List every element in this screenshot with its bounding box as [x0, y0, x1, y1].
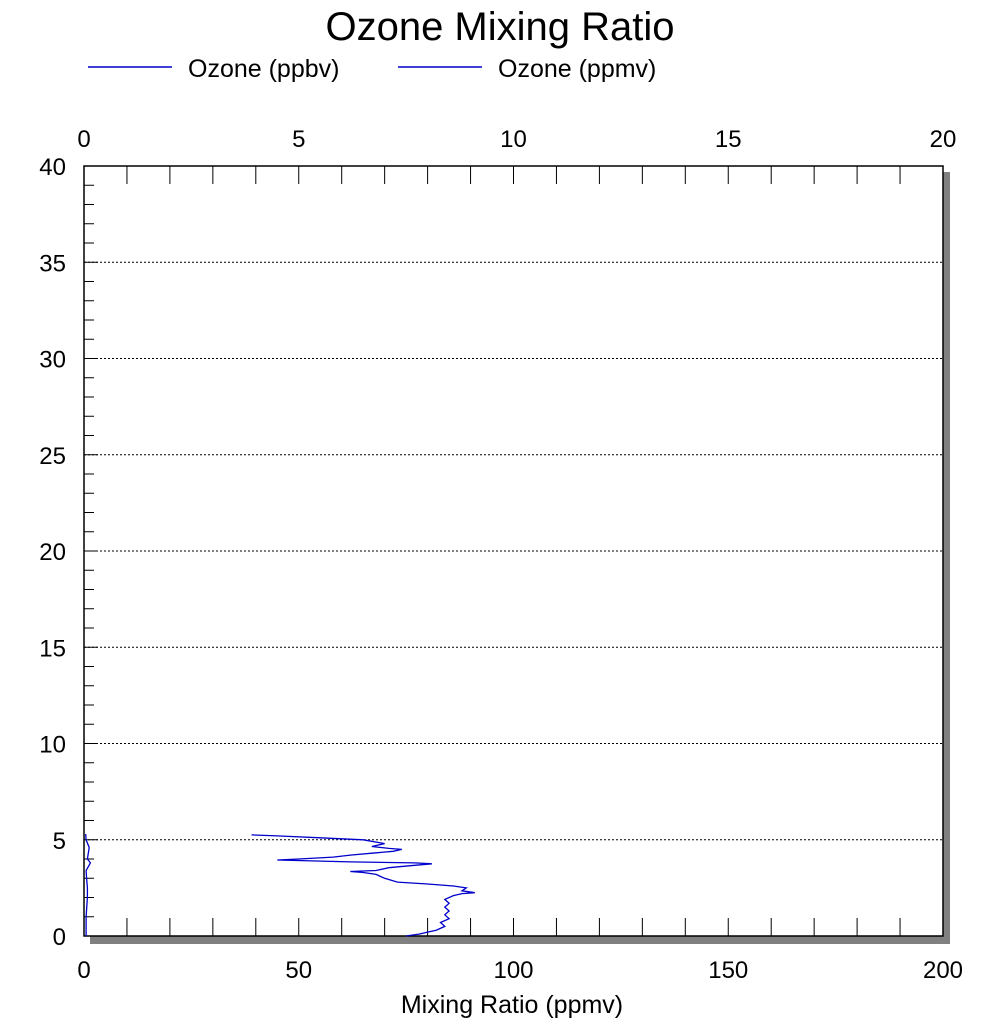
x-top-tick-label: 20	[930, 126, 957, 153]
y-tick-label: 5	[53, 828, 66, 855]
series-line-1	[85, 833, 92, 936]
series-line-0	[251, 834, 475, 937]
x-top-tick-label: 5	[292, 126, 305, 153]
legend-label-ppmv: Ozone (ppmv)	[498, 55, 656, 83]
y-tick-label: 35	[39, 250, 66, 277]
y-tick-label: 30	[39, 347, 66, 374]
y-tick-labels: 0 5 10 15 20 25 30 35 40	[39, 154, 66, 951]
y-tick-label: 20	[39, 539, 66, 566]
x-bottom-tick-label: 0	[77, 957, 90, 984]
x-top-tick-labels: 0 5 10 15 20	[77, 126, 956, 153]
x-top-tick-label: 0	[77, 126, 90, 153]
grid-lines	[84, 261, 943, 841]
y-tick-label: 0	[53, 924, 66, 951]
plot-shadow-bottom	[90, 936, 950, 944]
x-bottom-tick-label: 100	[493, 957, 533, 984]
y-tick-label: 10	[39, 732, 66, 759]
x-bottom-tick-label: 200	[923, 957, 963, 984]
data-series	[85, 833, 475, 937]
y-tick-label: 15	[39, 635, 66, 662]
legend-label-ppbv: Ozone (ppbv)	[188, 55, 339, 83]
chart-title: Ozone Mixing Ratio	[325, 5, 674, 49]
x-bottom-tick-label: 150	[708, 957, 748, 984]
legend: Ozone (ppbv) Ozone (ppmv)	[88, 55, 656, 83]
x-bottom-tick-label: 50	[285, 957, 312, 984]
x-top-tick-label: 15	[715, 126, 742, 153]
x-top-tick-label: 10	[500, 126, 527, 153]
plot-shadow-right	[943, 172, 950, 944]
x-bottom-tick-labels: 0 50 100 150 200	[77, 957, 963, 984]
x-axis-label: Mixing Ratio (ppmv)	[401, 991, 623, 1019]
y-tick-label: 25	[39, 443, 66, 470]
y-tick-label: 40	[39, 154, 66, 181]
